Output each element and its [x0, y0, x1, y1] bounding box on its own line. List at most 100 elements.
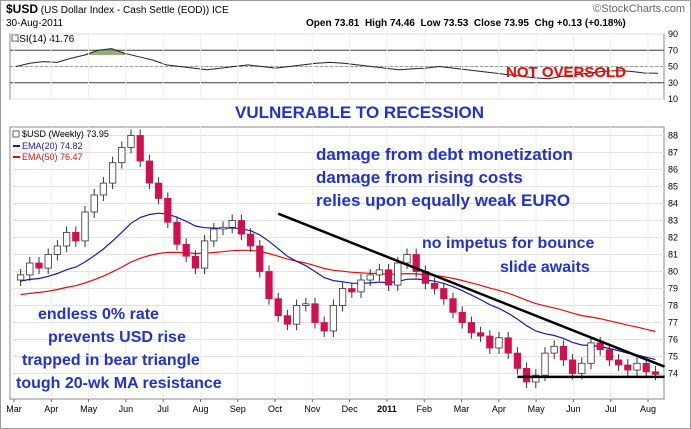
annotation-relies-euro: relies upon equally weak EURO: [316, 191, 570, 210]
price-tick-label: 80: [668, 267, 678, 277]
ohlc-line: Open 73.81 High 74.46 Low 73.53 Close 73…: [306, 18, 626, 29]
price-tick-label: 86: [668, 165, 678, 175]
candle-body: [210, 228, 218, 242]
candle-body: [164, 197, 172, 223]
annotation-not-oversold: NOT OVERSOLD: [506, 64, 626, 81]
close-label: Close: [473, 18, 502, 29]
x-axis-label: Dec: [342, 404, 359, 414]
annotation-damage-debt: damage from debt monetization: [316, 145, 573, 164]
annotation-slide: slide awaits: [500, 259, 590, 276]
candle-body: [256, 245, 264, 272]
x-axis-label: Jun: [119, 404, 134, 414]
candle-body: [72, 231, 80, 242]
candle-body: [394, 262, 402, 286]
ema50-line: [20, 249, 656, 333]
candle-body: [348, 288, 356, 293]
rsi-title: RSI(14) 41.76: [12, 34, 75, 45]
candle-body: [504, 337, 512, 354]
candle-body: [605, 349, 614, 361]
x-axis-label: Mar: [454, 404, 470, 414]
open-label: Open: [306, 18, 332, 29]
annotation-prevents-rise: prevents USD rise: [48, 329, 186, 346]
x-axis-label: Jul: [157, 404, 169, 414]
ema20-line: [20, 212, 656, 361]
annotation-tough-resistance: tough 20-wk MA resistance: [16, 375, 222, 392]
rsi-tick-label: 90: [668, 29, 678, 39]
price-tick-label: 77: [668, 318, 678, 328]
candle-body: [26, 262, 34, 276]
ema20-legend-label: EMA(20) 74.82: [22, 141, 83, 151]
candle-body: [182, 243, 190, 257]
candle-body: [486, 335, 494, 349]
candle-body: [449, 298, 457, 313]
candle-body: [62, 231, 71, 247]
low-value: 73.53: [443, 18, 469, 29]
high-label: High: [364, 18, 388, 29]
candle-body: [651, 371, 660, 375]
chg-value: +0.13 (+0.18%): [556, 18, 626, 29]
annotation-endless-rate: endless 0% rate: [38, 306, 159, 323]
candle-body: [384, 269, 393, 286]
rsi-tick-label: 70: [668, 45, 678, 55]
title-line: $USD (US Dollar Index - Cash Settle (EOD…: [6, 2, 229, 16]
candle-body: [522, 367, 531, 383]
x-axis-label: Aug: [192, 404, 208, 414]
rsi-line: [15, 48, 659, 80]
x-axis-label: Sep: [230, 404, 246, 414]
candle-body: [219, 226, 227, 230]
x-axis-label: May: [528, 404, 546, 414]
x-axis-label: Nov: [304, 404, 321, 414]
stockcharts-logo: ©StockCharts.com: [593, 3, 685, 15]
exchange-label: ICE: [211, 5, 229, 16]
low-label: Low: [420, 18, 441, 29]
x-axis-label: Aug: [640, 404, 656, 414]
candle-body: [412, 254, 420, 272]
candle-body: [440, 288, 448, 300]
rsi-tick-label: 30: [668, 78, 678, 88]
candle-body: [403, 254, 411, 264]
annotation-trapped: trapped in bear triangle: [22, 352, 200, 369]
annotation-damage-costs: damage from rising costs: [316, 168, 523, 187]
candle-body: [458, 311, 466, 323]
candle-body: [366, 274, 374, 281]
candle-body: [338, 288, 347, 306]
candle-body: [633, 362, 641, 371]
price-tick-label: 83: [668, 216, 678, 226]
price-legend-swatch: [12, 130, 20, 138]
candle-body: [127, 135, 135, 148]
rsi-tick-label: 50: [668, 62, 678, 72]
candle-body: [200, 240, 209, 269]
x-axis-label: Feb: [416, 404, 432, 414]
price-legend-label: $USD (Weekly) 73.95: [22, 129, 109, 139]
close-value: 73.95: [503, 18, 529, 29]
candle-body: [145, 160, 154, 184]
candle-body: [53, 245, 62, 255]
price-tick-label: 88: [668, 131, 678, 141]
candle-body: [467, 322, 476, 334]
price-tick-label: 76: [668, 335, 678, 345]
open-value: 73.81: [334, 18, 360, 29]
high-value: 74.46: [389, 18, 415, 29]
price-panel: [9, 126, 665, 400]
candle-body: [118, 146, 126, 164]
candle-body: [154, 182, 163, 199]
candle-body: [191, 255, 200, 269]
candle-body: [246, 233, 255, 247]
candle-body: [375, 269, 384, 276]
price-tick-label: 75: [668, 352, 678, 362]
price-tick-label: 74: [668, 369, 678, 379]
candle-body: [532, 374, 540, 383]
chg-label: Chg: [534, 18, 554, 29]
candle-body: [587, 342, 595, 364]
candle-body: [476, 332, 485, 337]
candle-body: [357, 279, 365, 293]
candle-body: [237, 220, 246, 235]
x-axis-label: Mar: [6, 404, 22, 414]
x-axis-label: Apr: [492, 404, 506, 414]
price-tick-label: 78: [668, 301, 678, 311]
price-tick-label: 87: [668, 148, 678, 158]
candle-body: [108, 162, 117, 184]
candle-body: [578, 362, 586, 374]
symbol-label: $USD: [6, 2, 39, 16]
